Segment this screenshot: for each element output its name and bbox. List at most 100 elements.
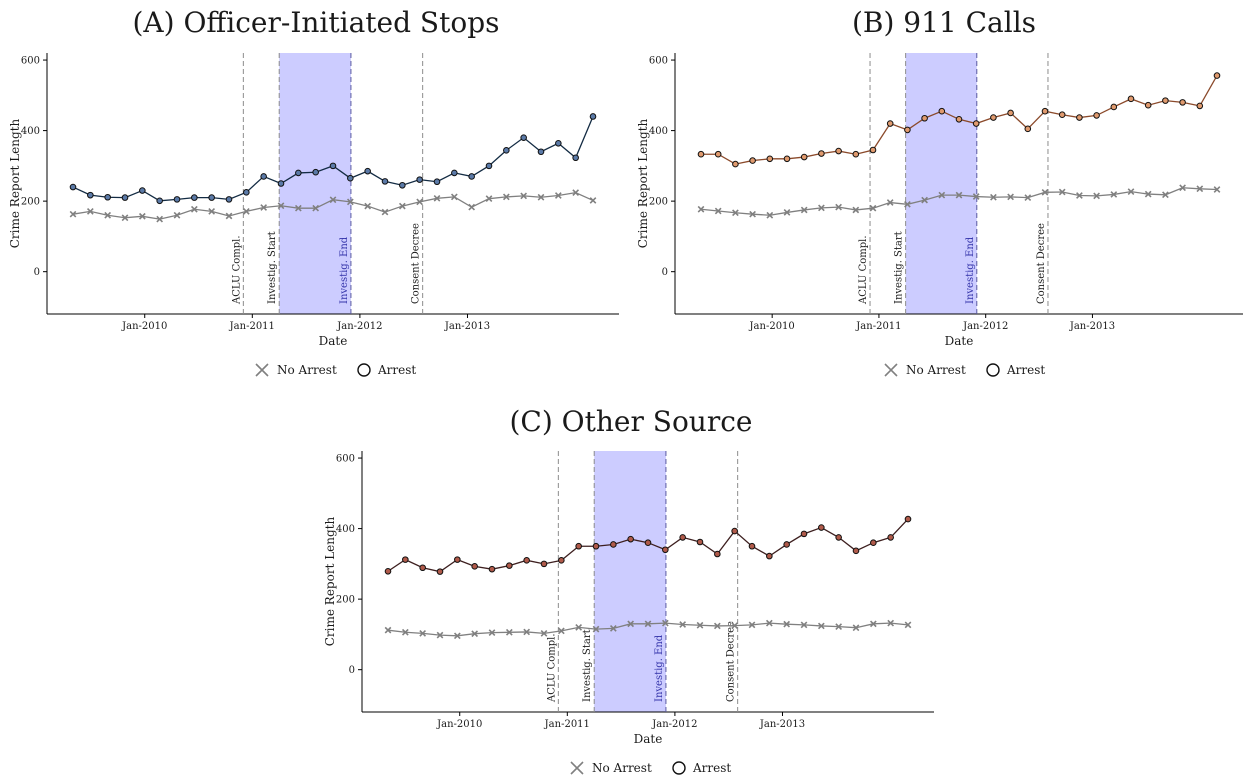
no-arrest-point [104,211,112,219]
no-arrest-point [886,199,894,206]
no-arrest-point [537,193,545,201]
legend-no-arrest-label: No Arrest [592,761,652,775]
arrest-point [295,169,302,177]
x-tick-label: Jan-2013 [759,719,805,730]
arrest-point [1007,109,1014,117]
arrest-point [800,153,808,161]
no-arrest-point [589,197,597,204]
arrest-point [749,157,756,164]
no-arrest-point [156,215,164,223]
no-arrest-point [523,628,531,636]
arrest-point [156,197,163,205]
arrest-point [402,556,409,563]
no-arrest-point [1058,188,1066,196]
no-arrest-point [1041,188,1049,196]
arrest-point [589,113,597,120]
arrest-point [610,541,617,548]
y-tick-label: 600 [21,56,40,67]
no-arrest-point [433,194,441,202]
no-arrest-point [1024,194,1032,201]
arrest-point [436,568,444,575]
no-arrest-point [225,212,233,220]
event-label: Investig. End [965,236,976,304]
arrest-point [399,181,406,189]
arrest-point [485,162,493,170]
no-arrest-point [765,619,773,627]
x-tick-label: Jan-2013 [1069,321,1115,332]
x-tick-label: Jan-2011 [229,321,275,332]
event-label: Consent Decree [1036,223,1047,304]
legend-no-arrest-icon [884,363,898,377]
arrest-point [714,150,722,158]
event-label: ACLU Compl. [858,235,869,305]
no-arrest-point [783,209,791,216]
no-arrest-point [312,204,320,212]
arrest-point [312,168,319,176]
legend-arrest-icon [672,761,686,775]
no-arrest-point [749,210,756,218]
arrest-point [627,535,634,543]
arrest-point [852,547,860,555]
arrest-point [121,194,129,201]
no-arrest-point [364,202,372,210]
no-arrest-point [990,193,997,201]
arrest-point [800,530,808,538]
no-arrest-point [800,206,808,214]
arrest-point [887,534,894,541]
arrest-point [433,178,441,186]
x-axis-label: Date [319,334,348,348]
legend-arrest-icon [357,363,371,377]
legend-arrest-label: Arrest [692,761,731,775]
arrest-point [1110,103,1118,111]
arrest-point [714,550,721,558]
arrest-point [904,126,911,134]
x-tick-label: Jan-2010 [749,321,795,332]
arrest-point [852,150,860,158]
arrest-point [381,178,389,185]
no-arrest-point [436,631,444,639]
no-arrest-point [661,619,669,627]
arrest-point [384,567,392,575]
arrest-point [938,107,946,115]
arrest-point [243,189,250,196]
no-arrest-point [609,625,617,632]
arrest-point [662,546,669,554]
no-arrest-point [453,632,461,640]
y-tick-label: 400 [649,126,668,137]
no-arrest-point [972,193,980,200]
no-arrest-point [732,209,739,217]
no-arrest-point [1213,186,1221,193]
arrest-point [921,114,928,122]
no-arrest-point [294,204,302,212]
legend-no-arrest-icon [570,761,584,775]
no-arrest-point [1110,191,1118,198]
arrest-point [697,150,705,158]
x-axis-label: Date [634,732,663,746]
panel-title: (B) 911 Calls [852,6,1036,39]
arrest-point [886,120,894,127]
arrest-point [1041,107,1049,115]
no-arrest-point [502,193,510,201]
arrest-point [347,174,354,182]
no-arrest-point [835,203,842,211]
event-label: Investig. Start [894,231,905,304]
no-arrest-point [557,627,565,635]
y-tick-label: 0 [34,267,40,278]
legend-no-arrest-label: No Arrest [277,363,337,377]
arrest-point [558,557,565,564]
no-arrest-point [592,625,600,633]
x-tick-label: Jan-2010 [436,719,482,730]
arrest-point [451,169,458,177]
legend-no-arrest-label: No Arrest [906,363,966,377]
no-arrest-point [955,191,963,199]
arrest-point [503,147,510,154]
no-arrest-point [346,198,354,206]
no-arrest-point [783,620,791,628]
arrest-point [731,527,738,535]
no-arrest-point [731,622,739,629]
event-label: ACLU Compl. [546,633,557,703]
no-arrest-point [575,623,583,631]
arrest-point [69,183,77,191]
no-arrest-point [260,204,268,211]
